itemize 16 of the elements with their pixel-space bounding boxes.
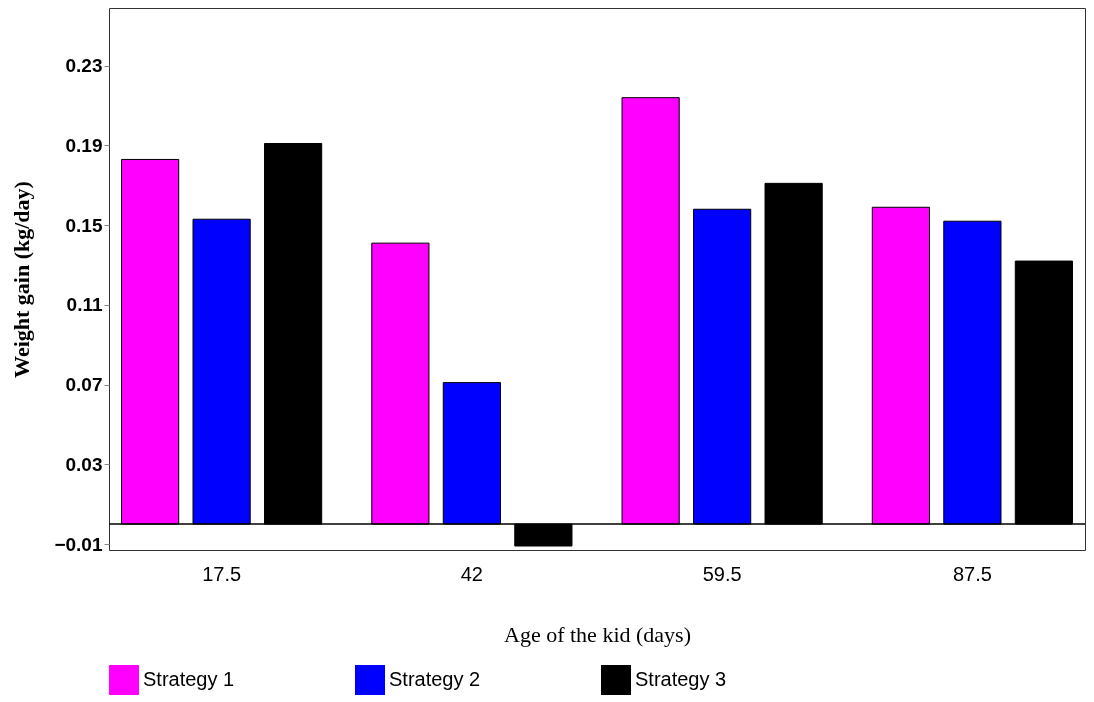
y-tick-label: −0.01 [54,533,103,555]
y-tick-label: 0.19 [65,134,103,156]
y-tick-label: 0.23 [65,55,103,77]
x-tick-label: 87.5 [952,562,992,585]
y-tick-label: 0.15 [65,214,103,236]
y-tick-label: 0.03 [65,453,103,475]
x-axis-title: Age of the kid (days) [504,621,691,647]
y-tick-label: 0.11 [66,294,103,316]
y-tick-label: 0.07 [65,374,103,396]
legend-label: Strategy 1 [143,668,235,690]
x-tick-label: 17.5 [202,562,242,585]
y-axis-title: Weight gain (kg/day) [9,181,35,378]
legend-label: Strategy 3 [635,668,727,690]
x-tick-label: 59.5 [702,562,742,585]
x-tick-label: 42 [460,562,483,585]
legend-label: Strategy 2 [389,668,481,690]
